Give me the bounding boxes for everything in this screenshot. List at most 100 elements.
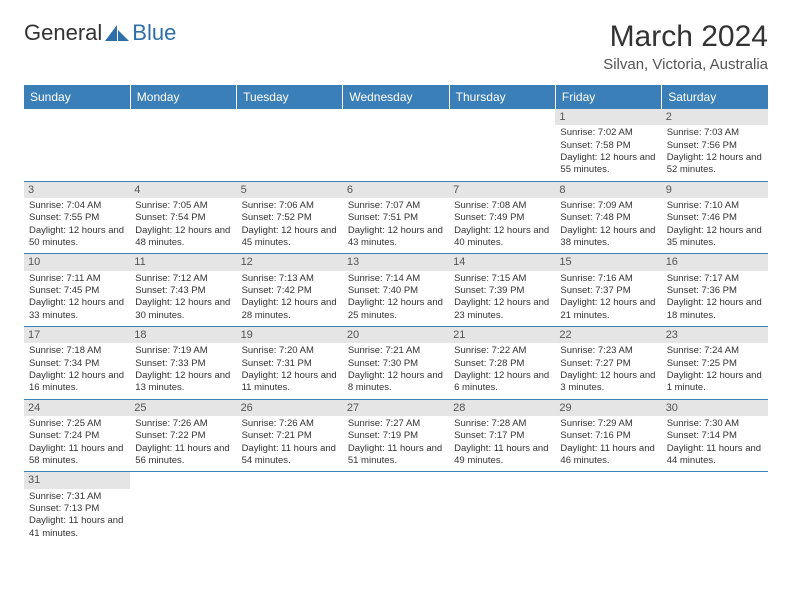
sunrise-text: Sunrise: 7:16 AM xyxy=(560,273,656,285)
sunrise-text: Sunrise: 7:13 AM xyxy=(242,273,338,285)
sunrise-text: Sunrise: 7:31 AM xyxy=(29,491,125,503)
calendar-day-cell: 13Sunrise: 7:14 AMSunset: 7:40 PMDayligh… xyxy=(343,254,449,327)
sunset-text: Sunset: 7:43 PM xyxy=(135,285,231,297)
calendar-day-cell xyxy=(449,109,555,181)
sunrise-text: Sunrise: 7:28 AM xyxy=(454,418,550,430)
daylight-text: Daylight: 11 hours and 41 minutes. xyxy=(29,515,125,540)
sunset-text: Sunset: 7:33 PM xyxy=(135,358,231,370)
title-block: March 2024 Silvan, Victoria, Australia xyxy=(603,20,768,73)
sunset-text: Sunset: 7:22 PM xyxy=(135,430,231,442)
sunset-text: Sunset: 7:34 PM xyxy=(29,358,125,370)
day-number: 18 xyxy=(130,327,236,343)
day-number: 29 xyxy=(555,400,661,416)
calendar-day-cell: 8Sunrise: 7:09 AMSunset: 7:48 PMDaylight… xyxy=(555,181,661,254)
weekday-header-row: Sunday Monday Tuesday Wednesday Thursday… xyxy=(24,85,768,109)
sunrise-text: Sunrise: 7:24 AM xyxy=(667,345,763,357)
day-number: 8 xyxy=(555,182,661,198)
sunset-text: Sunset: 7:14 PM xyxy=(667,430,763,442)
daylight-text: Daylight: 12 hours and 55 minutes. xyxy=(560,152,656,177)
sunrise-text: Sunrise: 7:11 AM xyxy=(29,273,125,285)
calendar-day-cell: 30Sunrise: 7:30 AMSunset: 7:14 PMDayligh… xyxy=(662,399,768,472)
calendar-day-cell: 17Sunrise: 7:18 AMSunset: 7:34 PMDayligh… xyxy=(24,327,130,400)
day-number: 21 xyxy=(449,327,555,343)
calendar-day-cell: 3Sunrise: 7:04 AMSunset: 7:55 PMDaylight… xyxy=(24,181,130,254)
daylight-text: Daylight: 12 hours and 23 minutes. xyxy=(454,297,550,322)
sunset-text: Sunset: 7:46 PM xyxy=(667,212,763,224)
sunset-text: Sunset: 7:27 PM xyxy=(560,358,656,370)
daylight-text: Daylight: 11 hours and 54 minutes. xyxy=(242,443,338,468)
daylight-text: Daylight: 12 hours and 3 minutes. xyxy=(560,370,656,395)
calendar-day-cell xyxy=(130,472,236,544)
sunset-text: Sunset: 7:17 PM xyxy=(454,430,550,442)
calendar-day-cell: 24Sunrise: 7:25 AMSunset: 7:24 PMDayligh… xyxy=(24,399,130,472)
calendar-day-cell: 20 Sunrise: 7:21 AMSunset: 7:30 PMDayligh… xyxy=(343,327,449,400)
day-number: 27 xyxy=(343,400,449,416)
sunset-text: Sunset: 7:37 PM xyxy=(560,285,656,297)
daylight-text: Daylight: 12 hours and 13 minutes. xyxy=(135,370,231,395)
calendar-day-cell: 25Sunrise: 7:26 AMSunset: 7:22 PMDayligh… xyxy=(130,399,236,472)
daylight-text: Daylight: 12 hours and 48 minutes. xyxy=(135,225,231,250)
daylight-text: Daylight: 12 hours and 45 minutes. xyxy=(242,225,338,250)
calendar-day-cell: 16Sunrise: 7:17 AMSunset: 7:36 PMDayligh… xyxy=(662,254,768,327)
calendar-day-cell xyxy=(343,109,449,181)
daylight-text: Daylight: 12 hours and 28 minutes. xyxy=(242,297,338,322)
daylight-text: Daylight: 12 hours and 8 minutes. xyxy=(348,370,444,395)
day-number: 24 xyxy=(24,400,130,416)
sunset-text: Sunset: 7:30 PM xyxy=(348,358,444,370)
day-number: 14 xyxy=(449,254,555,270)
day-number: 13 xyxy=(343,254,449,270)
calendar-day-cell xyxy=(555,472,661,544)
day-number: 4 xyxy=(130,182,236,198)
calendar-day-cell: 15Sunrise: 7:16 AMSunset: 7:37 PMDayligh… xyxy=(555,254,661,327)
day-number: 17 xyxy=(24,327,130,343)
sunrise-text: Sunrise: 7:05 AM xyxy=(135,200,231,212)
daylight-text: Daylight: 11 hours and 44 minutes. xyxy=(667,443,763,468)
calendar-week-row: 17Sunrise: 7:18 AMSunset: 7:34 PMDayligh… xyxy=(24,327,768,400)
daylight-text: Daylight: 12 hours and 21 minutes. xyxy=(560,297,656,322)
day-number: 7 xyxy=(449,182,555,198)
sunset-text: Sunset: 7:36 PM xyxy=(667,285,763,297)
sunrise-text: Sunrise: 7:08 AM xyxy=(454,200,550,212)
calendar-day-cell: 31Sunrise: 7:31 AMSunset: 7:13 PMDayligh… xyxy=(24,472,130,544)
calendar-table: Sunday Monday Tuesday Wednesday Thursday… xyxy=(24,85,768,544)
daylight-text: Daylight: 12 hours and 50 minutes. xyxy=(29,225,125,250)
brand-part2: Blue xyxy=(132,20,176,46)
day-number: 16 xyxy=(662,254,768,270)
daylight-text: Daylight: 12 hours and 35 minutes. xyxy=(667,225,763,250)
day-number: 9 xyxy=(662,182,768,198)
sunset-text: Sunset: 7:25 PM xyxy=(667,358,763,370)
weekday-header: Tuesday xyxy=(237,85,343,109)
weekday-header: Saturday xyxy=(662,85,768,109)
calendar-week-row: 10Sunrise: 7:11 AMSunset: 7:45 PMDayligh… xyxy=(24,254,768,327)
day-number: 28 xyxy=(449,400,555,416)
day-number: 23 xyxy=(662,327,768,343)
sunset-text: Sunset: 7:24 PM xyxy=(29,430,125,442)
calendar-day-cell: 26Sunrise: 7:26 AMSunset: 7:21 PMDayligh… xyxy=(237,399,343,472)
daylight-text: Daylight: 12 hours and 33 minutes. xyxy=(29,297,125,322)
sunrise-text: Sunrise: 7:21 AM xyxy=(348,345,444,357)
calendar-day-cell: 1Sunrise: 7:02 AMSunset: 7:58 PMDaylight… xyxy=(555,109,661,181)
calendar-day-cell: 4Sunrise: 7:05 AMSunset: 7:54 PMDaylight… xyxy=(130,181,236,254)
sunrise-text: Sunrise: 7:14 AM xyxy=(348,273,444,285)
sunrise-text: Sunrise: 7:19 AM xyxy=(135,345,231,357)
day-number: 2 xyxy=(662,109,768,125)
sunrise-text: Sunrise: 7:30 AM xyxy=(667,418,763,430)
weekday-header: Sunday xyxy=(24,85,130,109)
daylight-text: Daylight: 11 hours and 46 minutes. xyxy=(560,443,656,468)
sunrise-text: Sunrise: 7:09 AM xyxy=(560,200,656,212)
calendar-day-cell: 23 Sunrise: 7:24 AMSunset: 7:25 PMDayligh… xyxy=(662,327,768,400)
calendar-day-cell: 6Sunrise: 7:07 AMSunset: 7:51 PMDaylight… xyxy=(343,181,449,254)
calendar-week-row: 3Sunrise: 7:04 AMSunset: 7:55 PMDaylight… xyxy=(24,181,768,254)
sunrise-text: Sunrise: 7:27 AM xyxy=(348,418,444,430)
day-number: 12 xyxy=(237,254,343,270)
day-number: 20 xyxy=(343,327,449,343)
daylight-text: Daylight: 12 hours and 1 minute. xyxy=(667,370,763,395)
sunset-text: Sunset: 7:51 PM xyxy=(348,212,444,224)
daylight-text: Daylight: 12 hours and 25 minutes. xyxy=(348,297,444,322)
sunset-text: Sunset: 7:13 PM xyxy=(29,503,125,515)
sunset-text: Sunset: 7:31 PM xyxy=(242,358,338,370)
sunset-text: Sunset: 7:28 PM xyxy=(454,358,550,370)
daylight-text: Daylight: 11 hours and 51 minutes. xyxy=(348,443,444,468)
calendar-day-cell: 28Sunrise: 7:28 AMSunset: 7:17 PMDayligh… xyxy=(449,399,555,472)
calendar-day-cell xyxy=(449,472,555,544)
